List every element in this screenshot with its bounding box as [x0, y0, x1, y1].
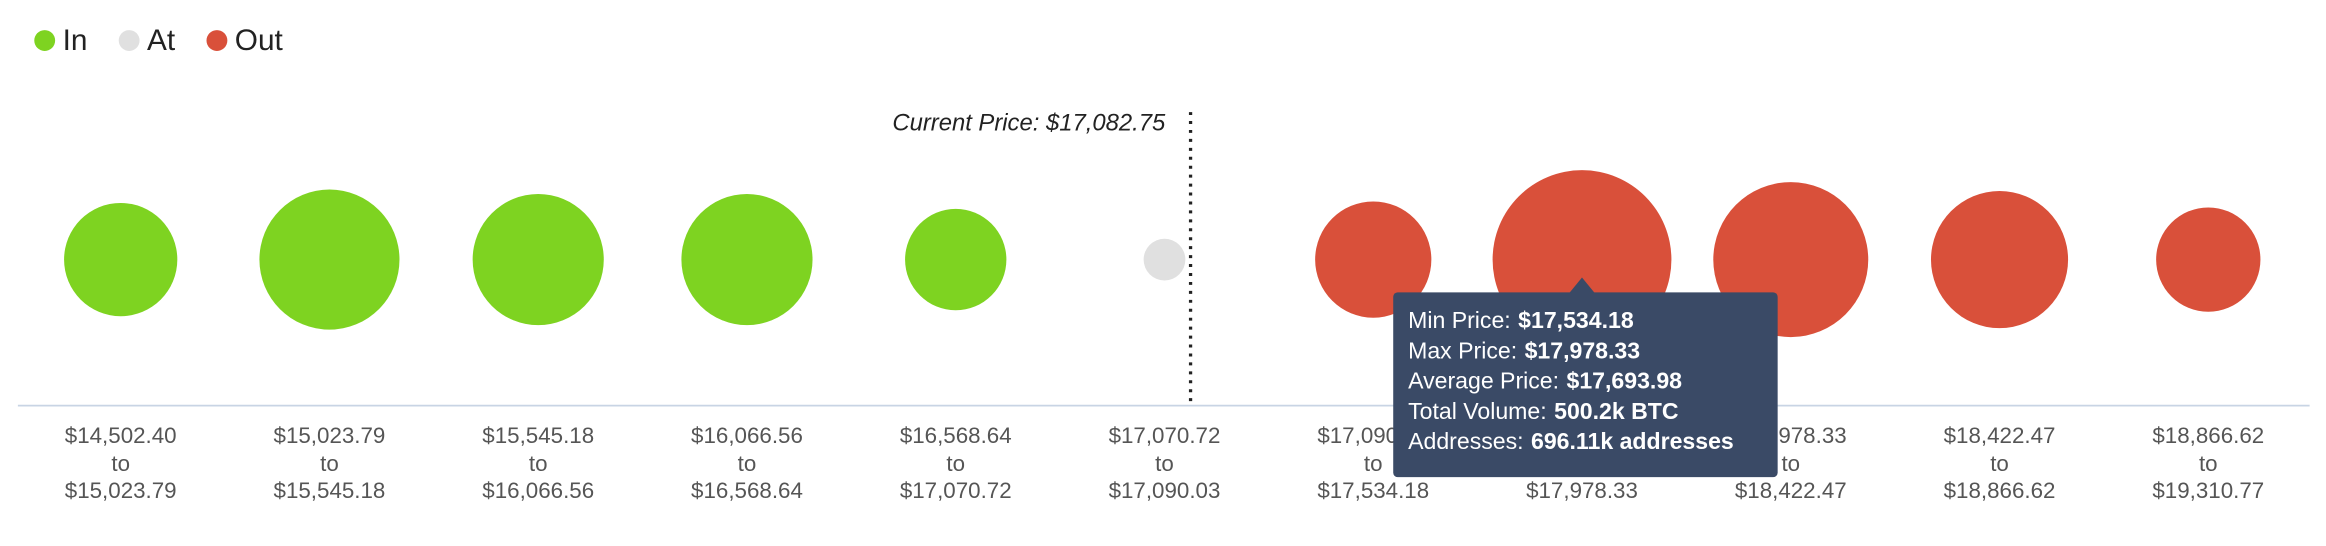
- tooltip-value: $17,978.33: [1525, 338, 1641, 364]
- x-tick-label: $18,422.47: [1944, 423, 2056, 448]
- tooltip-value: 696.11k addresses: [1531, 428, 1734, 454]
- bubble[interactable]: [681, 194, 813, 326]
- x-tick-label: to: [320, 451, 339, 476]
- tooltip-label: Addresses:: [1408, 428, 1523, 454]
- tooltip-row: Min Price: $17,534.18: [1408, 307, 1634, 333]
- tooltip-value: $17,534.18: [1518, 307, 1634, 333]
- tooltip-value: $17,693.98: [1567, 368, 1683, 394]
- tooltip-row: Average Price: $17,693.98: [1408, 368, 1682, 394]
- bubble[interactable]: [64, 202, 178, 317]
- x-tick-label: $16,568.64: [691, 478, 803, 503]
- x-tick-label: to: [946, 451, 965, 476]
- x-tick-label: $16,568.64: [900, 423, 1012, 448]
- x-tick-label: to: [1364, 451, 1383, 476]
- x-tick-label: to: [738, 451, 757, 476]
- bubble[interactable]: [2156, 207, 2261, 312]
- tooltip-box: [1393, 292, 1778, 478]
- x-tick-label: $17,070.72: [1109, 423, 1221, 448]
- legend-label: In: [63, 24, 88, 57]
- x-tick-label: $16,066.56: [482, 478, 594, 503]
- legend-marker: [206, 30, 228, 51]
- x-tick-label: to: [111, 451, 130, 476]
- x-tick-label: to: [1155, 451, 1174, 476]
- legend-marker: [34, 30, 56, 51]
- bubble[interactable]: [1143, 238, 1186, 281]
- tooltip-label: Max Price:: [1408, 338, 1517, 364]
- x-tick-label: $14,502.40: [65, 423, 177, 448]
- x-tick-label: $19,310.77: [2152, 478, 2264, 503]
- x-tick-label: to: [529, 451, 548, 476]
- x-tick-label: $15,545.18: [482, 423, 594, 448]
- legend-marker: [118, 30, 140, 51]
- x-tick-label: $16,066.56: [691, 423, 803, 448]
- legend-label: At: [147, 24, 176, 57]
- x-tick-label: $15,545.18: [274, 478, 386, 503]
- x-tick-label: $17,070.72: [900, 478, 1012, 503]
- x-tick-label: $15,023.79: [274, 423, 386, 448]
- bubble[interactable]: [905, 208, 1007, 311]
- x-tick-label: $18,866.62: [1944, 478, 2056, 503]
- x-tick-label: $18,422.47: [1735, 478, 1847, 503]
- tooltip-row: Addresses: 696.11k addresses: [1408, 428, 1734, 454]
- bubble[interactable]: [472, 194, 604, 326]
- x-tick-label: to: [1781, 451, 1800, 476]
- x-tick-label: $15,023.79: [65, 478, 177, 503]
- legend-label: Out: [235, 24, 284, 57]
- bubble[interactable]: [259, 189, 400, 330]
- tooltip-row: Total Volume: 500.2k BTC: [1408, 398, 1679, 424]
- tooltip-value: 500.2k BTC: [1554, 398, 1679, 424]
- tooltip-label: Min Price:: [1408, 307, 1511, 333]
- x-tick-label: $17,534.18: [1317, 478, 1429, 503]
- x-tick-label: $17,090.03: [1109, 478, 1221, 503]
- tooltip-label: Total Volume:: [1408, 398, 1547, 424]
- tooltip-label: Average Price:: [1408, 368, 1559, 394]
- tooltip-pointer: [1568, 277, 1596, 294]
- bubble[interactable]: [1315, 201, 1432, 318]
- tooltip-row: Max Price: $17,978.33: [1408, 338, 1640, 364]
- x-tick-label: $18,866.62: [2152, 423, 2264, 448]
- x-tick-label: $17,978.33: [1526, 478, 1638, 503]
- bubble[interactable]: [1930, 191, 2069, 329]
- x-tick-label: to: [1990, 451, 2009, 476]
- current-price-label: Current Price: $17,082.75: [892, 109, 1166, 136]
- x-tick-label: to: [2199, 451, 2218, 476]
